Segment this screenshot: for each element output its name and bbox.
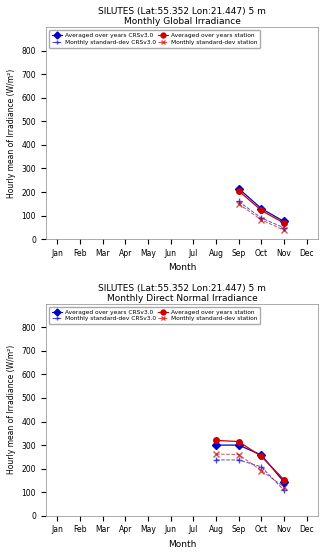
Title: SILUTES (Lat:55.352 Lon:21.447) 5 m
Monthly Direct Normal Irradiance: SILUTES (Lat:55.352 Lon:21.447) 5 m Mont…	[98, 284, 266, 303]
Title: SILUTES (Lat:55.352 Lon:21.447) 5 m
Monthly Global Irradiance: SILUTES (Lat:55.352 Lon:21.447) 5 m Mont…	[98, 7, 266, 26]
X-axis label: Month: Month	[168, 540, 196, 549]
Y-axis label: Hourly mean of Irradiance (W/m²): Hourly mean of Irradiance (W/m²)	[7, 345, 16, 474]
Legend: Averaged over years CRSv3.0, Monthly standard-dev CRSv3.0, Averaged over years s: Averaged over years CRSv3.0, Monthly sta…	[49, 30, 260, 48]
Legend: Averaged over years CRSv3.0, Monthly standard-dev CRSv3.0, Averaged over years s: Averaged over years CRSv3.0, Monthly sta…	[49, 307, 260, 324]
Y-axis label: Hourly mean of Irradiance (W/m²): Hourly mean of Irradiance (W/m²)	[7, 68, 16, 198]
X-axis label: Month: Month	[168, 264, 196, 272]
